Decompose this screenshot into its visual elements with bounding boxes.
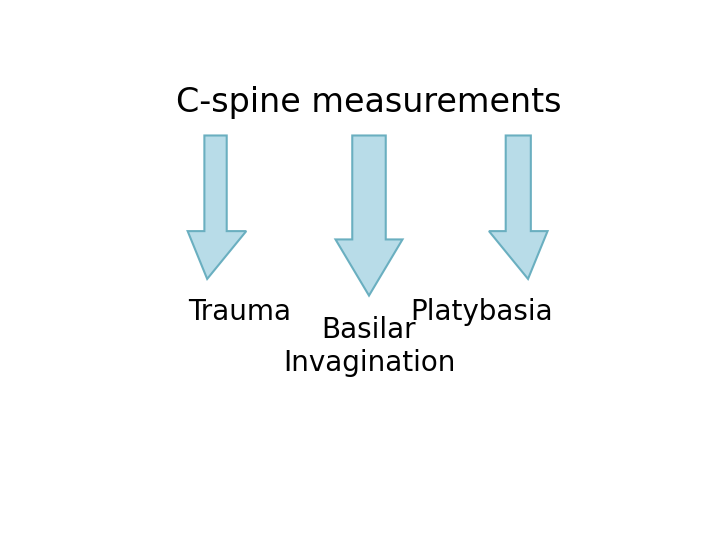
Polygon shape <box>489 136 547 279</box>
Polygon shape <box>188 136 246 279</box>
Text: Basilar
Invagination: Basilar Invagination <box>283 316 455 377</box>
Text: C-spine measurements: C-spine measurements <box>176 86 562 119</box>
Text: Platybasia: Platybasia <box>410 298 553 326</box>
Polygon shape <box>336 136 402 295</box>
Text: Trauma: Trauma <box>188 298 291 326</box>
